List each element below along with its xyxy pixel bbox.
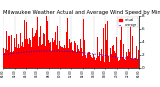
Text: Milwaukee Weather Actual and Average Wind Speed by Minute mph (Last 24 Hours): Milwaukee Weather Actual and Average Win… <box>3 10 160 15</box>
Legend: actual, average: actual, average <box>118 17 138 27</box>
